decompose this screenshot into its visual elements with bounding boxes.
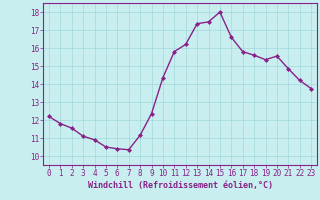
X-axis label: Windchill (Refroidissement éolien,°C): Windchill (Refroidissement éolien,°C)	[87, 181, 273, 190]
